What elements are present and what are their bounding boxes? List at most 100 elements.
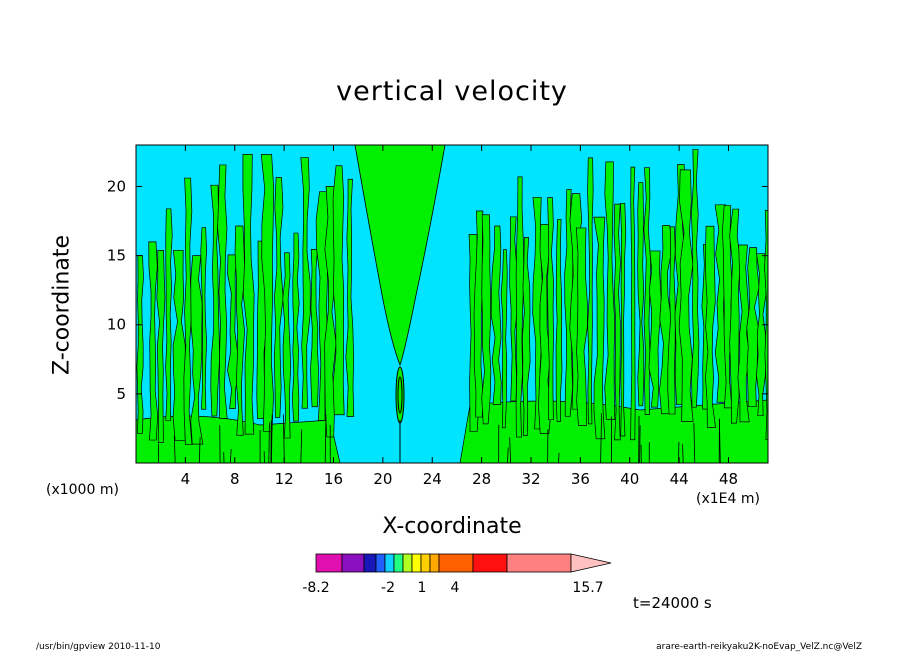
colorbar-label: 15.7 [572,580,603,596]
footer-left: /usr/bin/gpview 2010-11-10 [36,642,161,652]
colorbar-swatch [363,553,377,573]
central-core-contour [397,376,403,414]
contour-line [639,425,641,463]
contour-line [268,422,270,463]
colorbar-swatch [384,553,395,573]
x-axis: 4 8 12 16 20 24 28 32 36 40 44 48 [181,145,738,488]
colorbar-swatch [411,553,422,573]
x-tick-label: 20 [373,470,392,488]
plot-frame [135,144,769,464]
chart-title: vertical velocity [336,76,568,107]
contour-line [271,414,273,463]
contour-line [229,448,232,463]
footer-right: arare-earth-reikyaku2K-noEvap_VelZ.nc@Ve… [656,642,862,652]
updraft-region [156,249,166,444]
x-tick-label: 48 [719,470,738,488]
x-unit-left: (x1000 m) [46,482,119,498]
colorbar-swatch [402,553,413,573]
colorbar-label: 1 [418,580,427,596]
updraft-region [481,214,492,425]
y-axis-label: Z-coordinate [49,235,75,375]
x-tick-label: 12 [275,470,294,488]
colorbar-swatch [472,553,508,573]
updraft-region [200,227,207,410]
contour-line [173,435,176,463]
colorbar-swatch [393,553,404,573]
y-tick-label: 10 [107,316,126,334]
central-updraft [354,145,446,367]
updraft-region [260,154,275,432]
x-axis-label: X-coordinate [382,514,522,539]
x-tick-label: 16 [324,470,343,488]
updraft-region [547,197,554,421]
x-tick-label: 40 [620,470,639,488]
x-tick-label: 36 [571,470,590,488]
updraft-region [705,225,716,428]
updraft-region [291,232,300,422]
x-tick-label: 4 [181,470,191,488]
contour-line [282,414,285,463]
colorbar-swatch [506,553,572,573]
y-axis: 5 10 15 20 [107,177,768,403]
updraft-region [630,166,636,441]
colorbar-label: -8.2 [302,580,329,596]
updraft-region [737,244,751,423]
updraft-region [500,249,508,429]
updraft-region [345,178,355,417]
colorbar-swatch [420,553,431,573]
x-tick-label: 24 [423,470,442,488]
colorbar-swatch [429,553,440,573]
updraft-region [691,149,700,408]
updraft-region [604,161,616,420]
colorbar-arrow [570,553,612,573]
time-label: t=24000 s [633,594,712,612]
updraft-region [282,252,292,439]
contour-line [324,414,327,463]
updraft-region [620,202,627,437]
colorbar-label: -2 [381,580,395,596]
x-tick-label: 28 [472,470,491,488]
updraft-region [575,227,588,426]
contour-line [509,437,512,463]
updraft-region [473,210,484,418]
updraft-region [555,218,563,422]
updraft-region [564,189,574,417]
velocity-field [136,145,768,463]
updraft-region [136,255,144,434]
contour-line [198,437,201,463]
colorbar-swatch [438,553,474,573]
contour-line [507,447,509,463]
updraft-region [593,216,606,440]
updraft-region [148,241,159,441]
colorbar-label: 4 [451,580,460,596]
contour-line [693,423,696,463]
contour-line [600,413,603,463]
updraft-region [217,164,228,419]
updraft-region [242,154,255,435]
updraft-region [300,157,311,409]
central-core [395,366,405,424]
y-tick-label: 15 [107,247,126,265]
updraft-region [332,165,345,416]
updraft-region [183,177,193,445]
updraft-region [522,237,531,436]
colorbar: -8.2 -2 1 4 15.7 [302,553,612,596]
x-tick-label: 44 [670,470,689,488]
updraft-region [234,225,246,436]
contour-line [682,444,684,463]
colorbar-swatch [375,553,386,573]
colorbar-swatch [315,553,343,573]
updraft-region [490,225,502,405]
updraft-region [165,208,173,421]
updraft-region [587,157,594,425]
updraft-region [273,177,284,418]
updraft-region [509,216,518,402]
x-tick-label: 32 [521,470,540,488]
updraft-region [648,250,663,408]
contour-line [718,418,721,463]
contour-line [300,429,303,463]
x-tick-label: 8 [230,470,240,488]
colorbar-swatch [341,553,365,573]
updraft-region [667,226,676,415]
